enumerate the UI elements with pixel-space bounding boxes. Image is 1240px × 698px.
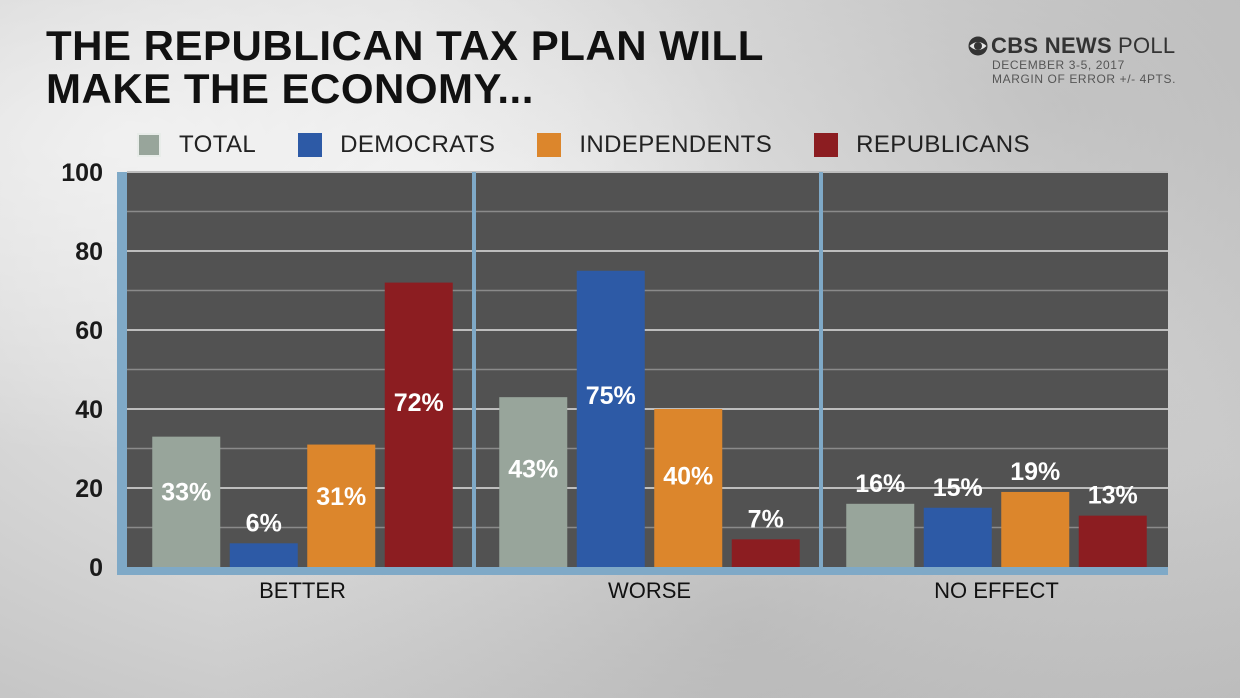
- bar-value-label: 6%: [246, 509, 282, 537]
- chart-title: THE REPUBLICAN TAX PLAN WILL MAKE THE EC…: [46, 24, 866, 110]
- bar-republicans-better: [384, 282, 453, 567]
- bar-value-label: 33%: [161, 478, 211, 506]
- bar-value-label: 75%: [586, 382, 636, 410]
- legend-label-democrats: DEMOCRATS: [340, 131, 496, 158]
- brand: CBS NEWS POLL: [968, 33, 1175, 59]
- y-tick-label: 40: [75, 396, 103, 424]
- title-line-1: THE REPUBLICAN TAX PLAN WILL: [46, 22, 764, 69]
- legend-label-republicans: REPUBLICANS: [856, 131, 1030, 158]
- legend-swatch-total: [137, 133, 161, 157]
- legend-label-total: TOTAL: [179, 131, 257, 158]
- y-tick-label: 20: [75, 475, 103, 503]
- legend-item-republicans: REPUBLICANS: [814, 131, 1030, 159]
- legend-item-total: TOTAL: [137, 131, 256, 159]
- legend-swatch-independents: [537, 133, 562, 157]
- bar-value-label: 15%: [933, 474, 983, 502]
- bar-independents-worse: [654, 409, 723, 567]
- legend-swatch-republicans: [814, 133, 839, 157]
- bar-value-label: 7%: [748, 505, 784, 533]
- bar-democrats-worse: [576, 270, 645, 567]
- x-axis-line: [117, 567, 1168, 575]
- poll-dates: DECEMBER 3-5, 2017: [992, 58, 1125, 72]
- brand-suffix: POLL: [1117, 33, 1176, 58]
- bar-democrats-better: [229, 543, 298, 567]
- bar-total-no-effect: [846, 503, 915, 567]
- group-divider: [472, 172, 476, 567]
- legend-swatch-democrats: [298, 133, 323, 157]
- group-divider: [819, 172, 823, 567]
- legend-label-independents: INDEPENDENTS: [579, 131, 773, 158]
- x-category-label: BETTER: [259, 578, 346, 603]
- y-tick-label: 0: [89, 554, 103, 582]
- margin-of-error: MARGIN OF ERROR +/- 4PTS.: [992, 72, 1177, 86]
- bar-value-label: 40%: [663, 462, 713, 490]
- x-category-label: WORSE: [608, 578, 691, 603]
- bar-republicans-worse: [731, 539, 800, 567]
- bar-value-label: 13%: [1088, 482, 1138, 510]
- bar-value-label: 43%: [508, 455, 558, 483]
- x-category-label: NO EFFECT: [934, 578, 1059, 603]
- bar-value-label: 31%: [316, 483, 366, 511]
- bar-independents-better: [307, 444, 376, 567]
- title-line-2: MAKE THE ECONOMY...: [46, 65, 534, 112]
- bar-value-label: 19%: [1010, 458, 1060, 486]
- poll-meta: DECEMBER 3-5, 2017 MARGIN OF ERROR +/- 4…: [992, 58, 1176, 86]
- bar-value-label: 16%: [855, 470, 905, 498]
- legend-item-independents: INDEPENDENTS: [537, 131, 772, 159]
- y-tick-label: 80: [75, 238, 103, 266]
- legend: TOTAL DEMOCRATS INDEPENDENTS REPUBLICANS: [137, 130, 1072, 160]
- y-axis-line: [117, 172, 127, 575]
- bar-independents-no-effect: [1001, 491, 1070, 567]
- legend-item-democrats: DEMOCRATS: [298, 131, 495, 159]
- bar-value-label: 72%: [394, 389, 444, 417]
- bar-total-worse: [499, 397, 568, 567]
- brand-name: CBS NEWS: [991, 33, 1112, 58]
- bar-republicans-no-effect: [1078, 515, 1147, 567]
- bar-total-better: [152, 436, 221, 567]
- bar-democrats-no-effect: [923, 507, 992, 567]
- y-tick-label: 100: [61, 159, 103, 187]
- y-tick-label: 60: [75, 317, 103, 345]
- cbs-eye-icon: [968, 36, 988, 56]
